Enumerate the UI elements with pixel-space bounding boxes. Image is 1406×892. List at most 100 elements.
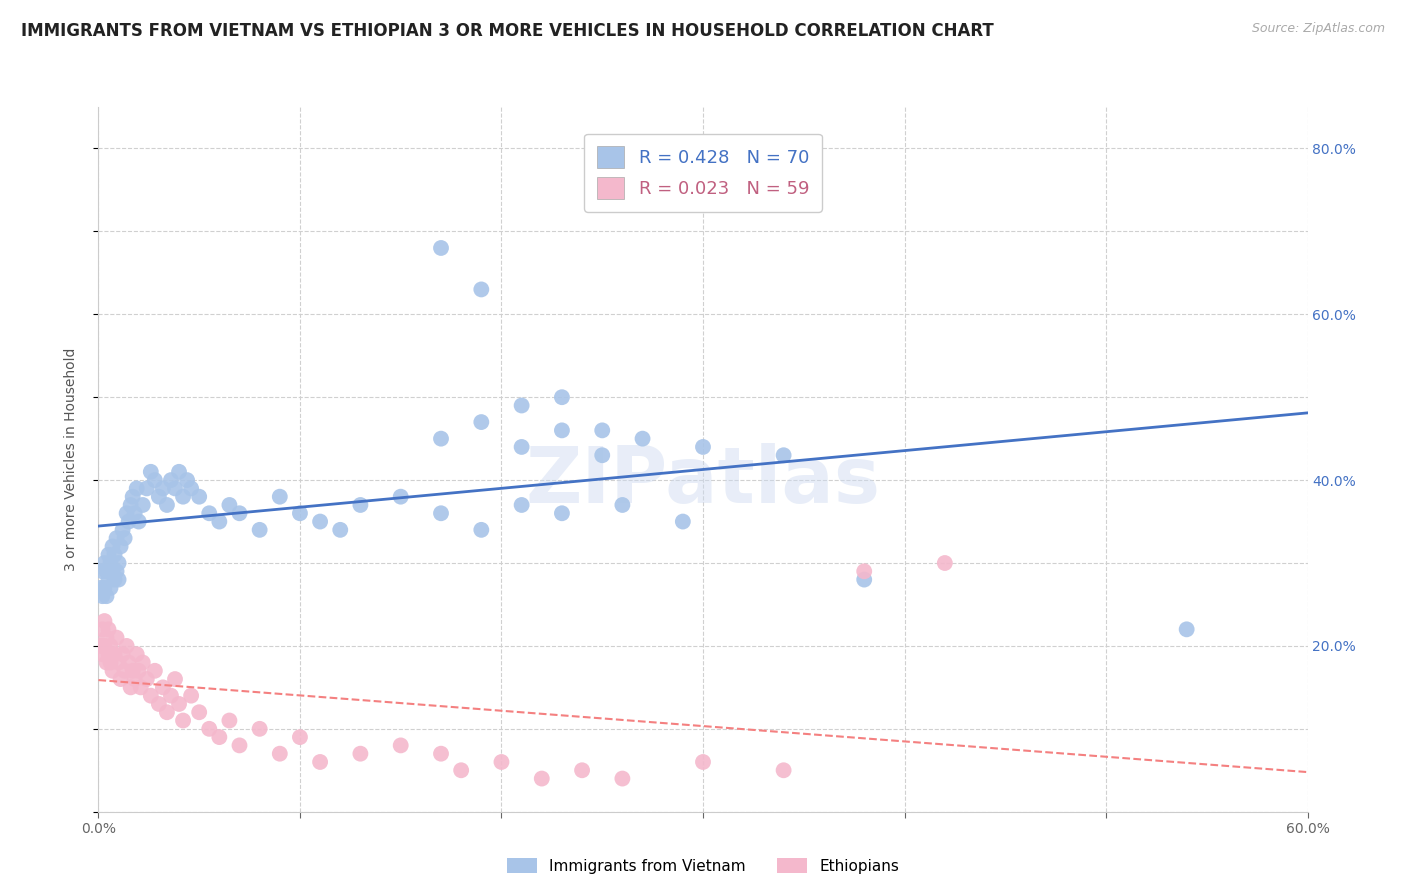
Text: ZIPatlas: ZIPatlas — [526, 442, 880, 518]
Point — [107, 556, 129, 570]
Point — [103, 573, 125, 587]
Point — [172, 714, 194, 728]
Point — [93, 581, 115, 595]
Point — [163, 482, 186, 496]
Point — [107, 656, 129, 670]
Point — [148, 490, 170, 504]
Point — [91, 589, 114, 603]
Point — [91, 623, 114, 637]
Text: Source: ZipAtlas.com: Source: ZipAtlas.com — [1251, 22, 1385, 36]
Point — [470, 415, 492, 429]
Point — [249, 523, 271, 537]
Point — [120, 681, 142, 695]
Point — [93, 639, 115, 653]
Point — [152, 681, 174, 695]
Point — [228, 506, 250, 520]
Point — [114, 664, 136, 678]
Point — [510, 498, 533, 512]
Point — [288, 506, 311, 520]
Point — [934, 556, 956, 570]
Point — [309, 515, 332, 529]
Point — [853, 564, 876, 578]
Point — [551, 506, 574, 520]
Legend: R = 0.428   N = 70, R = 0.023   N = 59: R = 0.428 N = 70, R = 0.023 N = 59 — [585, 134, 821, 212]
Point — [180, 689, 202, 703]
Point — [218, 714, 240, 728]
Point — [96, 656, 118, 670]
Point — [172, 490, 194, 504]
Point — [115, 639, 138, 653]
Point — [470, 523, 492, 537]
Point — [176, 473, 198, 487]
Point — [128, 664, 150, 678]
Point — [100, 581, 122, 595]
Point — [188, 705, 211, 719]
Point — [135, 672, 157, 686]
Point — [288, 730, 311, 744]
Point — [105, 531, 128, 545]
Point — [591, 448, 613, 462]
Point — [96, 589, 118, 603]
Point — [139, 465, 162, 479]
Point — [510, 440, 533, 454]
Point — [91, 647, 114, 661]
Point — [551, 390, 574, 404]
Point — [571, 764, 593, 778]
Point — [135, 482, 157, 496]
Point — [430, 432, 453, 446]
Point — [631, 432, 654, 446]
Point — [208, 730, 231, 744]
Point — [329, 523, 352, 537]
Point — [450, 764, 472, 778]
Point — [97, 548, 120, 562]
Point — [125, 482, 148, 496]
Point — [772, 448, 794, 462]
Point — [93, 614, 115, 628]
Point — [121, 664, 143, 678]
Point — [118, 656, 141, 670]
Point — [491, 755, 513, 769]
Point — [269, 747, 291, 761]
Point — [110, 540, 132, 554]
Point — [249, 722, 271, 736]
Point — [152, 482, 174, 496]
Point — [349, 498, 371, 512]
Point — [148, 697, 170, 711]
Point — [111, 523, 134, 537]
Point — [111, 647, 134, 661]
Point — [93, 556, 115, 570]
Point — [89, 581, 111, 595]
Point — [100, 639, 122, 653]
Point — [91, 564, 114, 578]
Point — [132, 498, 155, 512]
Point — [510, 399, 533, 413]
Point — [167, 697, 190, 711]
Point — [110, 672, 132, 686]
Point — [107, 573, 129, 587]
Point — [180, 482, 202, 496]
Point — [218, 498, 240, 512]
Point — [156, 705, 179, 719]
Point — [120, 498, 142, 512]
Point — [96, 631, 118, 645]
Point — [100, 556, 122, 570]
Y-axis label: 3 or more Vehicles in Household: 3 or more Vehicles in Household — [63, 348, 77, 571]
Point — [389, 490, 412, 504]
Point — [853, 573, 876, 587]
Point — [1175, 623, 1198, 637]
Point — [349, 747, 371, 761]
Point — [97, 573, 120, 587]
Point — [124, 506, 146, 520]
Point — [430, 747, 453, 761]
Point — [188, 490, 211, 504]
Point — [118, 515, 141, 529]
Point — [139, 689, 162, 703]
Point — [167, 465, 190, 479]
Point — [128, 515, 150, 529]
Point — [198, 722, 221, 736]
Point — [430, 506, 453, 520]
Point — [692, 755, 714, 769]
Legend: Immigrants from Vietnam, Ethiopians: Immigrants from Vietnam, Ethiopians — [501, 852, 905, 880]
Point — [470, 282, 492, 296]
Point — [103, 647, 125, 661]
